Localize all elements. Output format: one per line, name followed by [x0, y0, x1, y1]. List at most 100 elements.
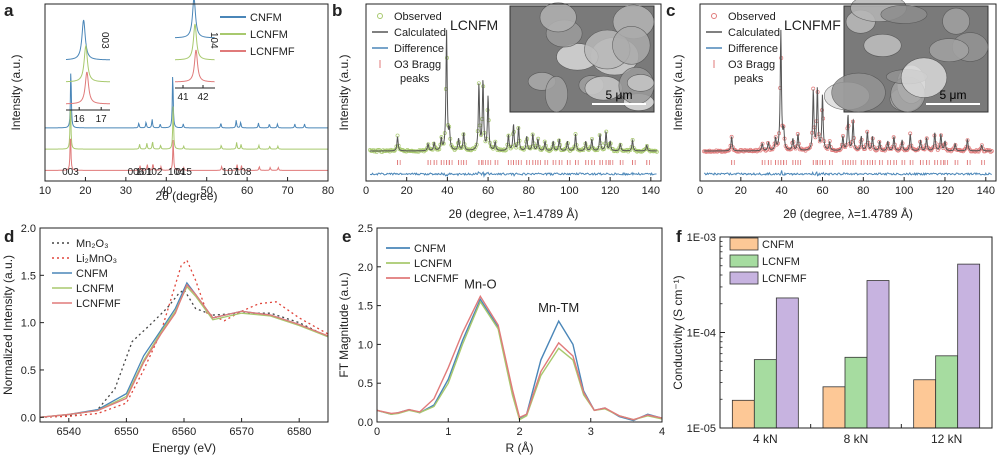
x-axis-label: 2θ (degree, λ=1.4789 Å) — [783, 206, 913, 221]
scale-bar-label: 5 μm — [606, 88, 633, 102]
inset-tick-label: 16 — [74, 114, 86, 125]
x-tick-label: 100 — [895, 185, 913, 197]
legend-swatch — [729, 237, 759, 251]
inset-label: 003 — [99, 32, 110, 49]
inset-series-line — [65, 44, 111, 83]
x-tick-label: 40 — [776, 185, 788, 197]
inset-tick-label: 17 — [96, 114, 108, 125]
inset-003: 16 17 003 — [65, 19, 111, 125]
observed-point — [514, 145, 519, 150]
chart-title: LCNFMF — [784, 17, 841, 33]
panel-e: e CNFM LCNFM LCNFMF Mn-O Mn-TM 0 1 2 3 4 0.0 0.5 1.0 1… — [337, 223, 665, 455]
bar-lcnfmf — [957, 263, 981, 429]
y-axis-label: Normalized Intensity (a.u.) — [1, 255, 15, 395]
series-line — [39, 288, 329, 418]
x-tick-label: 140 — [642, 185, 660, 197]
panel-label: f — [676, 227, 682, 246]
series-line — [376, 297, 663, 422]
peak-label: 015 — [175, 167, 192, 178]
legend-label: CNFM — [414, 243, 446, 255]
x-axis-label: 2θ (degree, λ=1.4789 Å) — [449, 206, 579, 221]
y-tick-label: 1.0 — [358, 339, 373, 351]
sem-particle — [900, 57, 948, 98]
observed-point — [571, 146, 576, 151]
sem-particle — [831, 72, 886, 113]
series-line-lcnfm — [45, 106, 328, 150]
panel-d: d Mn₂O₃ Li₂MnO₃ CNFM LCNFM LCNFMF 6540 6550 6560… — [1, 223, 329, 455]
panel-label: b — [332, 1, 342, 20]
peak-label: 101 — [136, 167, 153, 178]
legend-label: Calculated — [394, 27, 446, 39]
inset-series-line — [174, 23, 215, 61]
y-axis-label: Intensity (a.u.) — [337, 54, 351, 130]
x-tick-label: 100 — [560, 185, 578, 197]
observed-point — [606, 145, 611, 150]
legend-label: CNFM — [250, 12, 282, 24]
x-tick-label: 8 kN — [844, 432, 869, 446]
calculated-line — [370, 29, 657, 152]
peak-label: 102 — [146, 167, 163, 178]
bar-cnfm — [913, 379, 937, 429]
inset-series-line — [174, 49, 215, 83]
y-tick-label: 1.0 — [21, 318, 36, 330]
plot-frame — [365, 3, 662, 182]
x-tick-label: 70 — [281, 185, 293, 197]
legend-swatch — [729, 254, 759, 268]
x-tick-label: 0 — [697, 185, 703, 197]
difference-line — [704, 170, 992, 177]
y-axis-label: Conductivity (S cm⁻¹) — [671, 275, 685, 389]
x-tick-label: 120 — [936, 185, 954, 197]
legend-label: LCNFM — [76, 283, 114, 295]
plot-frame — [44, 3, 329, 182]
legend-label: Difference — [728, 43, 778, 55]
x-tick-label: 80 — [322, 185, 334, 197]
x-tick-label: 60 — [482, 185, 494, 197]
x-tick-label: 60 — [816, 185, 828, 197]
observed-point — [843, 145, 848, 150]
observed-point — [967, 147, 972, 152]
peak-annotation: Mn-O — [464, 277, 497, 292]
y-tick-label: 0.5 — [358, 378, 373, 390]
series-line — [376, 300, 663, 421]
x-tick-label: 40 — [160, 185, 172, 197]
panel-label: c — [666, 1, 675, 20]
series-line-cnfm — [45, 73, 328, 129]
observed-point — [976, 149, 981, 154]
x-axis-label: R (Å) — [506, 440, 534, 455]
inset-104: 41 42 104 — [174, 0, 219, 103]
bar-lcnfm — [844, 356, 868, 429]
legend-label: O3 Bragg — [394, 59, 441, 71]
legend-label: Li₂MnO₃ — [76, 253, 117, 265]
series-line — [39, 283, 329, 418]
y-tick-label: 1E-04 — [687, 328, 716, 340]
y-tick-label: 1.5 — [21, 270, 36, 282]
x-tick-label: 60 — [241, 185, 253, 197]
peak-label: 107 — [222, 167, 239, 178]
x-tick-label: 6580 — [287, 426, 311, 438]
legend-label: LCNFM — [414, 258, 452, 270]
x-tick-label: 30 — [120, 185, 132, 197]
observed-point — [715, 149, 720, 154]
series-line — [376, 294, 663, 421]
sem-image: 5 μm — [509, 2, 655, 113]
sem-image: 5 μm — [823, 0, 989, 113]
y-tick-label: 2.0 — [21, 223, 36, 235]
sem-particle — [626, 74, 655, 92]
legend-swatch — [729, 271, 759, 285]
x-tick-label: 120 — [601, 185, 619, 197]
x-tick-label: 10 — [39, 185, 51, 197]
legend-label: LCNFMF — [414, 273, 459, 285]
legend-label: peaks — [400, 73, 430, 85]
peak-label: 104 — [168, 167, 185, 178]
observed-point — [854, 146, 859, 151]
sem-particle — [942, 7, 970, 35]
x-tick-label: 6570 — [229, 426, 253, 438]
inset-series-line — [65, 19, 111, 61]
observed-point — [941, 146, 946, 151]
x-tick-label: 4 kN — [753, 432, 778, 446]
y-tick-label: 1E-03 — [687, 232, 716, 244]
x-tick-label: 80 — [857, 185, 869, 197]
y-axis-label: Intensity (a.u.) — [9, 54, 23, 130]
peak-label: 006 — [128, 167, 145, 178]
observed-point — [806, 146, 811, 151]
